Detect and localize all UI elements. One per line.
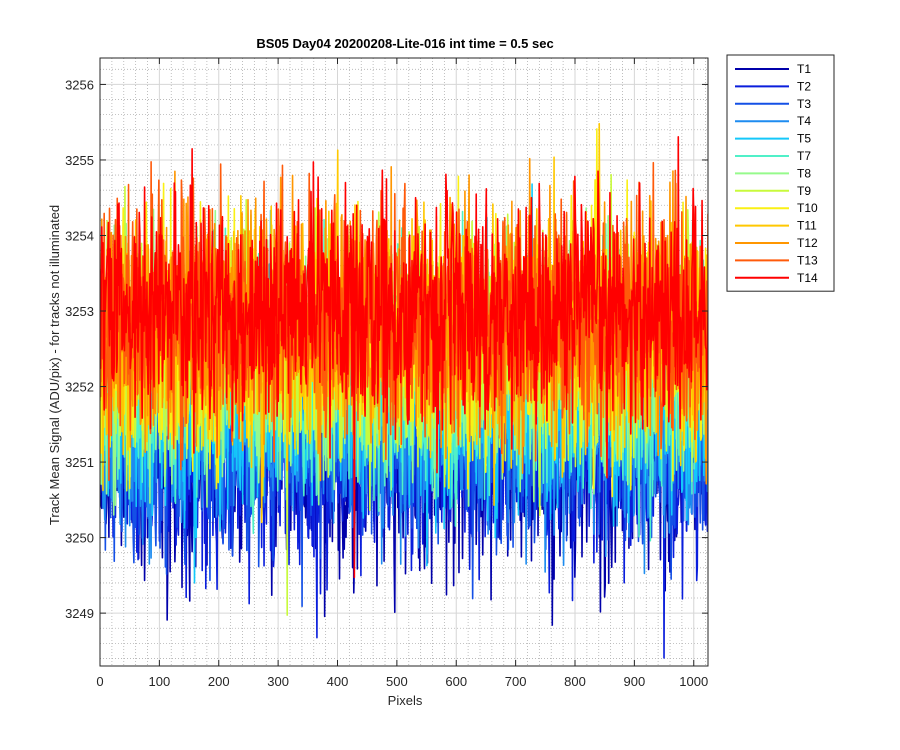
legend-label-t4: T4 (797, 114, 811, 128)
y-axis-label: Track Mean Signal (ADU/pix) - for tracks… (47, 205, 62, 525)
series-line-t14 (100, 136, 708, 579)
legend-label-t11: T11 (797, 219, 817, 233)
x-tick-label: 300 (267, 674, 289, 689)
x-tick-label: 200 (208, 674, 230, 689)
y-tick-label: 3256 (65, 77, 94, 92)
y-tick-label: 3255 (65, 153, 94, 168)
x-tick-label: 700 (505, 674, 527, 689)
legend-label-t14: T14 (797, 271, 818, 285)
x-tick-label: 600 (445, 674, 467, 689)
x-tick-label: 400 (327, 674, 349, 689)
legend-label-t8: T8 (797, 166, 811, 180)
x-tick-label: 0 (96, 674, 103, 689)
chart-title: BS05 Day04 20200208-Lite-016 int time = … (256, 36, 553, 51)
legend-label-t13: T13 (797, 253, 818, 267)
x-tick-label: 100 (149, 674, 171, 689)
x-tick-label: 900 (624, 674, 646, 689)
y-tick-label: 3249 (65, 606, 94, 621)
y-tick-label: 3252 (65, 380, 94, 395)
x-tick-label: 500 (386, 674, 408, 689)
series-layer (100, 122, 708, 659)
legend-label-t7: T7 (797, 149, 811, 163)
y-tick-label: 3250 (65, 531, 94, 546)
tick-labels: 0 100 200 300 400 500 600 700 800 900 1000 3249 3250… (65, 77, 708, 689)
legend-label-t10: T10 (797, 201, 818, 215)
legend: T1 T2 T3 T4 T5 T7 T8 T9 T10 T11 T12 T13 T14 (726, 54, 835, 292)
legend-label-t5: T5 (797, 132, 811, 146)
x-axis-label: Pixels (388, 693, 423, 708)
y-tick-label: 3254 (65, 228, 94, 243)
legend-label-t1: T1 (797, 62, 811, 76)
y-tick-label: 3251 (65, 455, 94, 470)
legend-label-t2: T2 (797, 79, 811, 93)
axes (99, 57, 709, 667)
y-tick-label: 3253 (65, 304, 94, 319)
legend-label-t12: T12 (797, 236, 818, 250)
legend-label-t3: T3 (797, 97, 811, 111)
x-tick-label: 1000 (679, 674, 708, 689)
x-tick-label: 800 (564, 674, 586, 689)
legend-label-t9: T9 (797, 184, 811, 198)
axes-box (99, 57, 709, 667)
